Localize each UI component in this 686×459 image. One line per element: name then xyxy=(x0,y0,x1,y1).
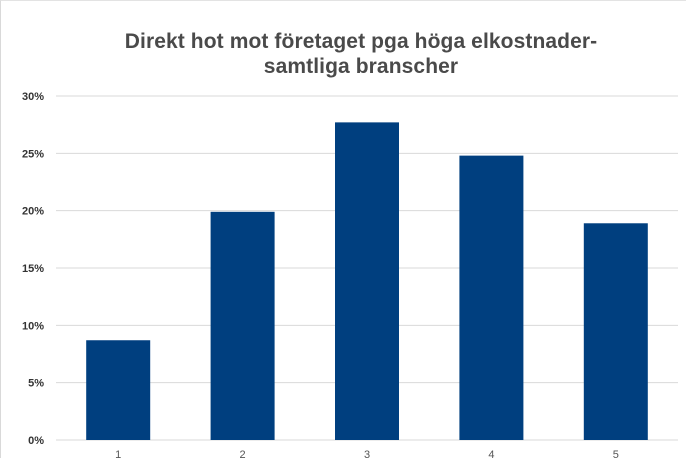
y-tick-label: 25% xyxy=(22,148,44,160)
x-tick-label: 1 xyxy=(115,449,121,459)
y-tick-label: 5% xyxy=(28,378,44,390)
y-axis-tick-labels: 0% 5% 10% 15% 20% 25% 30% xyxy=(22,91,44,447)
y-tick-label: 0% xyxy=(28,435,44,447)
y-tick-label: 30% xyxy=(22,91,44,103)
y-tick-label: 10% xyxy=(22,320,44,332)
x-axis-tick-labels: 1 2 3 4 5 xyxy=(115,449,619,459)
x-tick-label: 3 xyxy=(364,449,370,459)
y-tick-label: 20% xyxy=(22,206,44,218)
chart-title: Direkt hot mot företaget pga höga elkost… xyxy=(41,29,681,79)
bar-5 xyxy=(583,223,648,440)
bar-2 xyxy=(210,211,275,440)
bars xyxy=(86,122,648,441)
y-tick-label: 15% xyxy=(22,263,44,275)
x-tick-label: 4 xyxy=(488,449,494,459)
bar-1 xyxy=(86,340,151,440)
chart-title-line-2: samtliga branscher xyxy=(263,55,459,78)
x-tick-label: 2 xyxy=(240,449,246,459)
chart-title-line-1: Direkt hot mot företaget pga höga elkost… xyxy=(124,30,598,53)
bar-3 xyxy=(335,122,399,440)
bar-4 xyxy=(459,155,524,441)
x-tick-label: 5 xyxy=(613,449,619,459)
